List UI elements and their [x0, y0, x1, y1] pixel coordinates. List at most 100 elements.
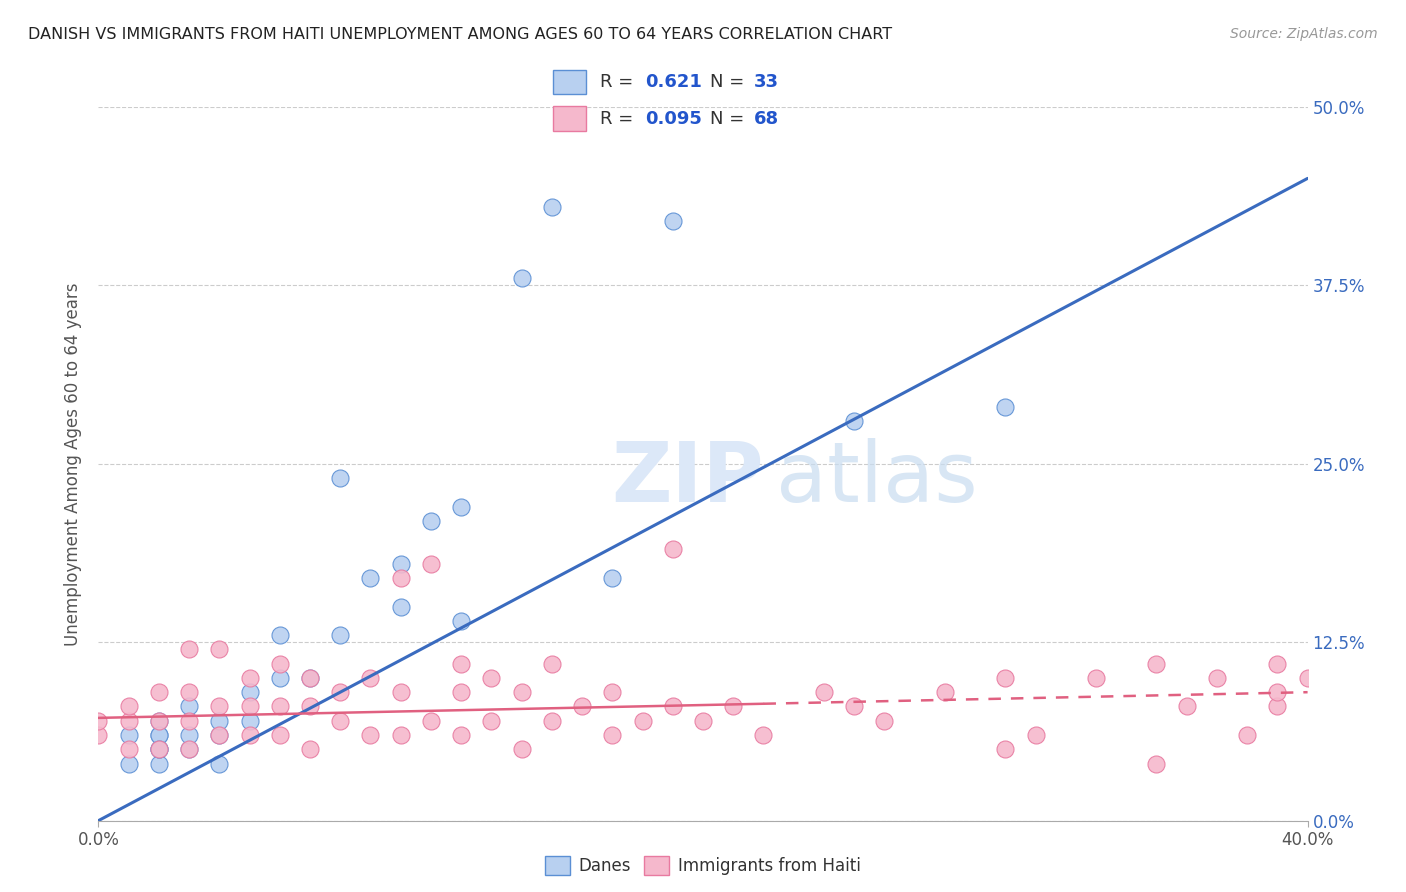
Point — [1296, 671, 1319, 685]
Point — [1175, 699, 1198, 714]
Text: atlas: atlas — [776, 438, 977, 518]
Point — [1267, 685, 1289, 699]
Point — [179, 742, 201, 756]
Point — [148, 714, 170, 728]
Point — [844, 699, 866, 714]
Text: Source: ZipAtlas.com: Source: ZipAtlas.com — [1230, 27, 1378, 41]
Point — [239, 685, 262, 699]
Point — [299, 699, 322, 714]
Point — [934, 685, 956, 699]
Point — [148, 742, 170, 756]
Point — [420, 514, 443, 528]
Point — [540, 200, 562, 214]
FancyBboxPatch shape — [553, 106, 586, 130]
Point — [389, 557, 412, 571]
Point — [510, 685, 533, 699]
Point — [148, 728, 170, 742]
Point — [148, 742, 170, 756]
Point — [1144, 756, 1167, 771]
Text: ZIP: ZIP — [612, 438, 763, 518]
Point — [87, 714, 110, 728]
Point — [602, 728, 624, 742]
Point — [179, 728, 201, 742]
Text: R =: R = — [600, 110, 640, 128]
Point — [389, 728, 412, 742]
Point — [299, 671, 322, 685]
Point — [571, 699, 593, 714]
Point — [148, 728, 170, 742]
Point — [329, 714, 352, 728]
Point — [1236, 728, 1258, 742]
Point — [208, 714, 231, 728]
Point — [873, 714, 896, 728]
Point — [179, 685, 201, 699]
Point — [1267, 699, 1289, 714]
Point — [450, 657, 472, 671]
Point — [179, 699, 201, 714]
Point — [662, 542, 685, 557]
Legend: Danes, Immigrants from Haiti: Danes, Immigrants from Haiti — [537, 847, 869, 884]
Point — [299, 671, 322, 685]
Point — [118, 756, 141, 771]
Point — [239, 714, 262, 728]
Point — [389, 685, 412, 699]
Point — [602, 571, 624, 585]
Text: 0.095: 0.095 — [645, 110, 702, 128]
Point — [723, 699, 745, 714]
Point — [692, 714, 714, 728]
Point — [1144, 657, 1167, 671]
Text: R =: R = — [600, 73, 640, 91]
Point — [1085, 671, 1108, 685]
Point — [994, 742, 1017, 756]
Point — [360, 728, 382, 742]
Point — [752, 728, 775, 742]
Point — [844, 414, 866, 428]
Point — [662, 699, 685, 714]
Point — [360, 571, 382, 585]
Point — [179, 742, 201, 756]
Point — [662, 214, 685, 228]
Point — [87, 728, 110, 742]
Point — [269, 628, 291, 642]
Point — [1024, 728, 1046, 742]
Point — [540, 714, 562, 728]
Point — [148, 756, 170, 771]
Point — [994, 671, 1017, 685]
Point — [208, 642, 231, 657]
Point — [329, 628, 352, 642]
Point — [269, 699, 291, 714]
Point — [420, 714, 443, 728]
Point — [994, 400, 1017, 414]
Point — [481, 714, 503, 728]
Point — [208, 728, 231, 742]
Point — [450, 685, 472, 699]
Point — [481, 671, 503, 685]
Point — [179, 714, 201, 728]
Point — [299, 742, 322, 756]
Point — [208, 756, 231, 771]
Point — [450, 614, 472, 628]
Point — [1206, 671, 1229, 685]
Point — [329, 471, 352, 485]
Point — [602, 685, 624, 699]
Point — [118, 699, 141, 714]
Point — [420, 557, 443, 571]
Point — [239, 699, 262, 714]
Text: N =: N = — [710, 110, 749, 128]
Point — [450, 728, 472, 742]
Text: DANISH VS IMMIGRANTS FROM HAITI UNEMPLOYMENT AMONG AGES 60 TO 64 YEARS CORRELATI: DANISH VS IMMIGRANTS FROM HAITI UNEMPLOY… — [28, 27, 893, 42]
Point — [389, 599, 412, 614]
Point — [208, 728, 231, 742]
Text: 68: 68 — [754, 110, 779, 128]
Point — [813, 685, 835, 699]
Point — [1267, 657, 1289, 671]
Point — [360, 671, 382, 685]
Point — [389, 571, 412, 585]
Text: 33: 33 — [754, 73, 779, 91]
Point — [269, 728, 291, 742]
Point — [510, 271, 533, 285]
Point — [239, 728, 262, 742]
Point — [269, 657, 291, 671]
Point — [148, 685, 170, 699]
Point — [179, 642, 201, 657]
